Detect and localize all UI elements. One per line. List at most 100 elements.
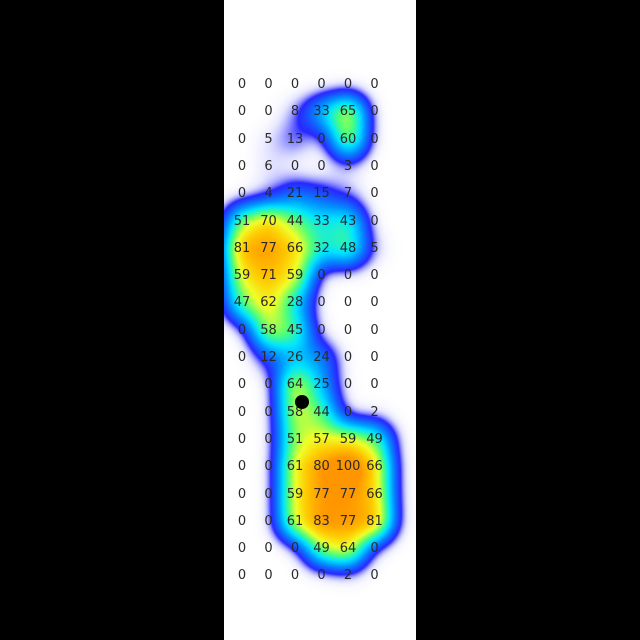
cell-value: 0 — [370, 268, 379, 284]
cell-value: 7 — [343, 186, 353, 202]
cell-value: 0 — [343, 377, 353, 393]
cell-value: 12 — [260, 350, 277, 365]
cell-value: 51 — [286, 431, 304, 447]
cell-value: 0 — [317, 322, 326, 338]
cell-value: 33 — [313, 104, 330, 120]
cell-value: 71 — [260, 268, 277, 284]
cell-value: 6 — [264, 158, 273, 174]
cell-value: 0 — [370, 104, 379, 120]
cell-value: 0 — [343, 350, 353, 365]
cell-value: 65 — [339, 104, 357, 120]
cell-value: 45 — [286, 322, 304, 338]
cell-value: 21 — [286, 186, 304, 202]
cell-value: 2 — [343, 568, 353, 584]
cell-value: 0 — [237, 486, 247, 502]
cell-value: 61 — [286, 459, 304, 475]
cell-value: 0 — [343, 268, 353, 284]
cell-value: 58 — [260, 322, 277, 338]
cell-value: 25 — [313, 377, 330, 393]
cell-value: 15 — [313, 186, 330, 202]
cell-value: 0 — [237, 104, 247, 120]
cell-value: 3 — [343, 158, 353, 174]
cell-value: 0 — [237, 350, 247, 365]
cell-value: 59 — [286, 268, 304, 284]
cell-value: 32 — [313, 240, 330, 256]
cell-value: 64 — [339, 541, 357, 557]
cell-value: 33 — [313, 213, 330, 229]
pressure-map-panel: 0 0 0 0 0 0 0 0 8 33 65 0 0 5 13 0 60 0 0 6 0 0 3 0 0 4 21 15 7 0 51 70… — [224, 0, 416, 640]
cell-value: 81 — [233, 240, 251, 256]
cell-value: 5 — [370, 240, 379, 256]
cell-value: 59 — [339, 431, 357, 447]
cell-value: 47 — [233, 295, 251, 311]
cell-value: 59 — [286, 486, 304, 502]
cell-value: 61 — [286, 513, 304, 529]
cell-value: 0 — [237, 513, 247, 529]
cell-value: 0 — [237, 404, 247, 420]
cell-value: 0 — [370, 158, 379, 174]
cell-value: 0 — [237, 568, 247, 584]
cell-value: 0 — [370, 568, 379, 584]
cell-value: 44 — [313, 404, 330, 420]
cell-value: 0 — [343, 404, 353, 420]
cell-value: 4 — [264, 186, 273, 202]
cell-value: 0 — [264, 431, 273, 447]
cell-value: 0 — [370, 213, 379, 229]
cell-value: 0 — [237, 377, 247, 393]
cell-value: 0 — [317, 158, 326, 174]
cell-value: 0 — [237, 186, 247, 202]
cell-value: 0 — [290, 77, 300, 92]
cell-value: 0 — [237, 431, 247, 447]
cell-value: 77 — [313, 486, 330, 502]
cell-value: 66 — [366, 486, 383, 502]
cell-value: 0 — [237, 77, 247, 92]
cell-value: 26 — [286, 350, 304, 365]
cell-value: 70 — [260, 213, 277, 229]
cell-value: 5 — [264, 131, 273, 147]
cell-value: 64 — [286, 377, 304, 393]
value-grid: 0 0 0 0 0 0 0 0 8 33 65 0 0 5 13 0 60 0 0 6 0 0 3 0 0 4 21 15 7 0 51 70… — [224, 0, 416, 640]
cell-value: 51 — [233, 213, 251, 229]
cell-value: 0 — [290, 568, 300, 584]
cell-value: 0 — [370, 295, 379, 311]
cell-value: 28 — [286, 295, 304, 311]
cell-value: 0 — [264, 377, 273, 393]
cell-value: 0 — [370, 350, 379, 365]
cell-value: 0 — [317, 77, 326, 92]
cell-value: 0 — [290, 158, 300, 174]
cell-value: 0 — [264, 486, 273, 502]
cell-value: 83 — [313, 513, 330, 529]
cell-value: 62 — [260, 295, 277, 311]
cell-value: 0 — [317, 568, 326, 584]
cell-value: 0 — [264, 513, 273, 529]
cell-value: 0 — [237, 322, 247, 338]
cell-value: 0 — [237, 541, 247, 557]
cell-value: 0 — [264, 568, 273, 584]
center-of-pressure-marker — [294, 394, 309, 409]
cell-value: 0 — [370, 322, 379, 338]
cell-value: 77 — [339, 486, 357, 502]
cell-value: 0 — [317, 268, 326, 284]
heatmap-canvas — [224, 0, 416, 640]
cell-value: 0 — [237, 158, 247, 174]
cell-value: 0 — [264, 104, 273, 120]
cell-value: 0 — [264, 77, 273, 92]
cell-value: 0 — [343, 295, 353, 311]
cell-value: 0 — [370, 377, 379, 393]
cell-value: 8 — [290, 104, 300, 120]
cell-value: 80 — [313, 459, 330, 475]
cell-value: 77 — [260, 240, 277, 256]
cell-value: 59 — [233, 268, 251, 284]
cell-value: 0 — [264, 404, 273, 420]
cell-value: 0 — [370, 77, 379, 92]
cell-value: 24 — [313, 350, 330, 365]
cell-value: 49 — [366, 431, 383, 447]
cell-value: 0 — [317, 131, 326, 147]
cell-value: 0 — [237, 459, 247, 475]
cell-value: 0 — [264, 459, 273, 475]
cell-value: 66 — [366, 459, 383, 475]
cell-value: 0 — [343, 322, 353, 338]
cell-value: 77 — [339, 513, 357, 529]
cell-value: 0 — [370, 186, 379, 202]
